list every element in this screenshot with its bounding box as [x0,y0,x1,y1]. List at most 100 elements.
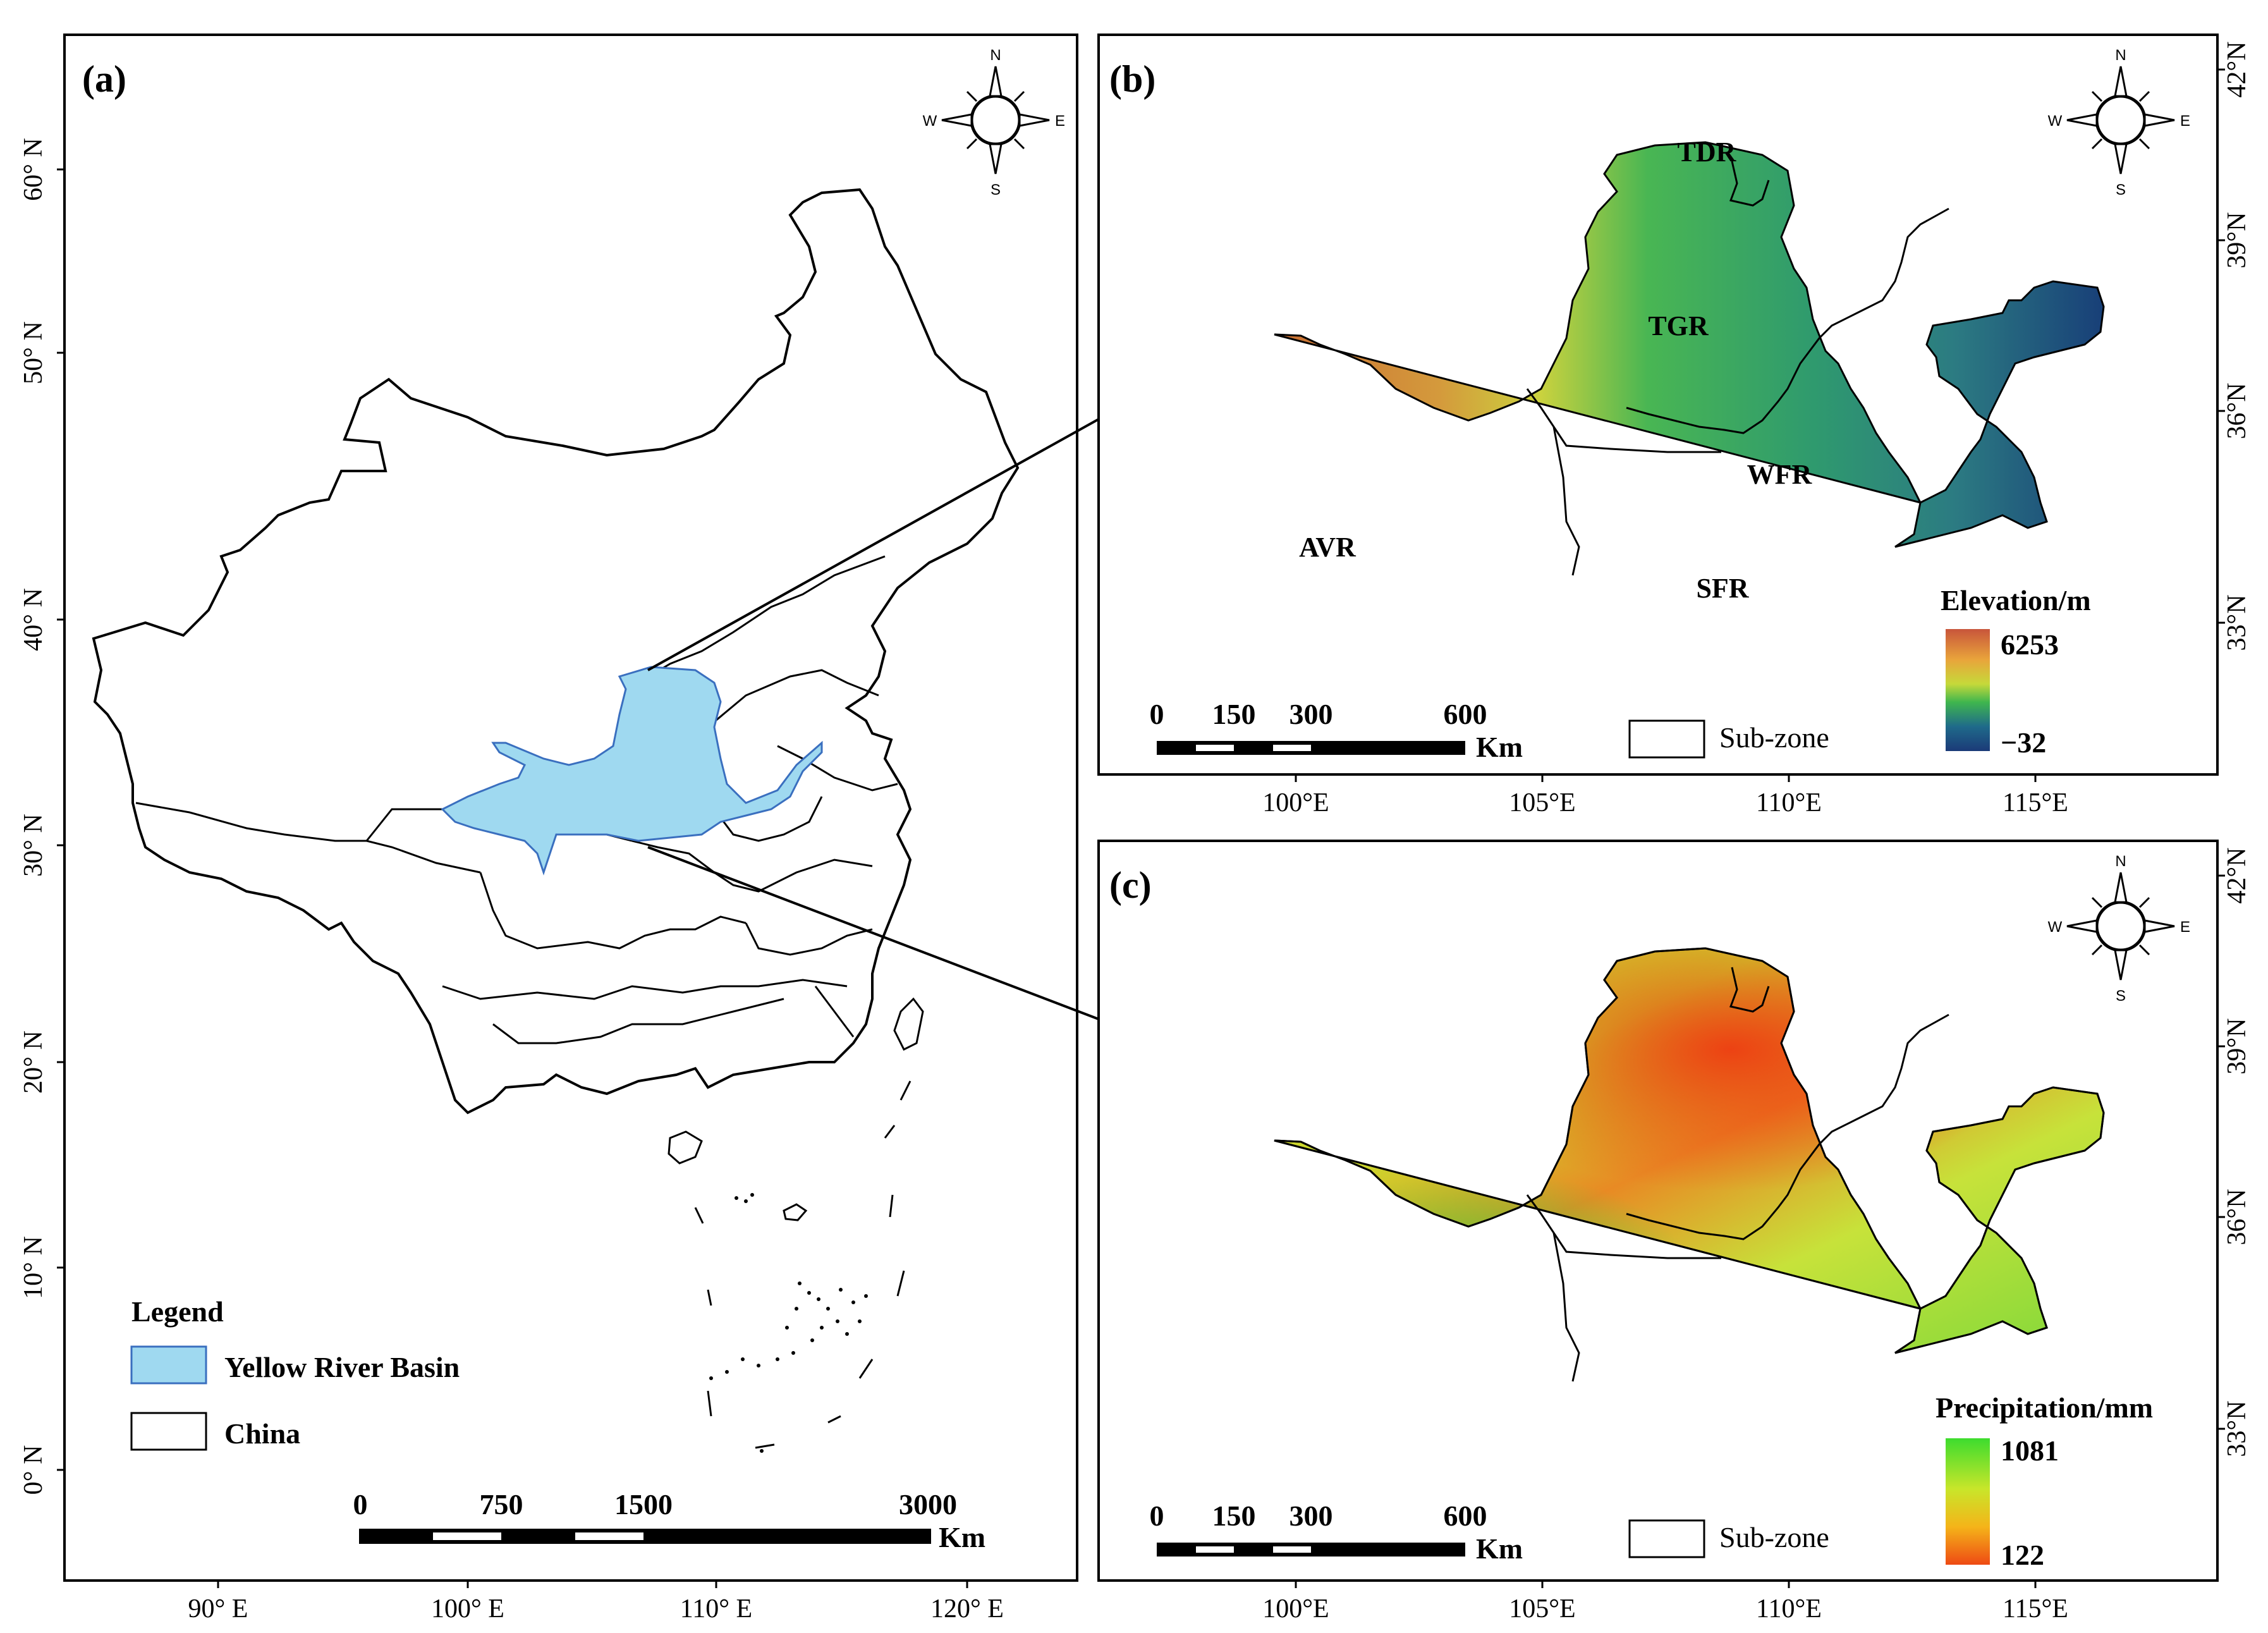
scale-tick: 3000 [899,1488,957,1520]
colorbar-min: 122 [2001,1539,2044,1571]
lon-tick: 100° E [431,1594,504,1624]
scale-tick: 0 [353,1488,368,1520]
lat-tick: 42°N [2222,847,2252,903]
colorbar-min: −32 [2001,726,2046,759]
colorbar-max: 1081 [2001,1434,2059,1467]
region-wfr: WFR [1747,459,1813,490]
scale-unit: Km [1476,731,1523,763]
lat-tick: 0° N [19,1445,48,1495]
scalebar-b: 0 150 300 600 Km [1150,698,1523,763]
colorbar-elevation: Elevation/m 6253 −32 [1941,584,2091,759]
colorbar-gradient [1946,629,1990,751]
panel-b-label: (b) [1109,58,1155,100]
legend-label-basin: Yellow River Basin [224,1351,460,1383]
legend-label-china: China [224,1417,300,1450]
subzone-label: Sub-zone [1719,721,1829,754]
lon-tick: 90° E [188,1594,248,1624]
scale-tick: 150 [1212,1500,1256,1532]
lat-tick: 20° N [19,1031,48,1094]
colorbar-max: 6253 [2001,628,2059,661]
region-tdr: TDR [1678,137,1737,168]
compass-e: E [2180,113,2190,130]
island-dots [709,1193,868,1453]
scale-tick: 150 [1212,698,1256,730]
scale-tick: 1500 [614,1488,673,1520]
lat-tick: 10° N [19,1236,48,1299]
subzone-label: Sub-zone [1719,1521,1829,1553]
lon-tick: 110°E [1756,788,1822,817]
compass-s: S [2116,988,2126,1005]
panel-a-label: (a) [82,58,126,100]
legend-swatch-basin [130,1345,207,1385]
lon-tick: 100°E [1262,1594,1329,1624]
province-borders [135,555,898,1044]
lat-tick: 60° N [19,138,48,201]
lat-tick: 33°N [2222,594,2252,651]
colorbar-title: Precipitation/mm [1936,1391,2153,1424]
panel-b-lat-axis: 42°N 39°N 36°N 33°N [2217,41,2252,651]
subzone-swatch [1628,719,1705,759]
scale-tick: 0 [1150,698,1164,730]
panel-a-lat-axis: 60° N 50° N 40° N 30° N 20° N 10° N 0° N [19,138,64,1495]
lat-tick: 30° N [19,814,48,877]
scale-unit: Km [1476,1532,1523,1565]
subzone-swatch [1628,1519,1705,1558]
lat-tick: 50° N [19,321,48,384]
yellow-river-basin [441,666,823,876]
colorbar-title: Elevation/m [1941,584,2091,616]
compass-s: S [991,181,1001,199]
panel-c-lat-axis: 42°N 39°N 36°N 33°N [2217,847,2252,1457]
colorbar-precipitation: Precipitation/mm 1081 122 [1936,1391,2153,1571]
region-avr: AVR [1299,532,1357,563]
scalebar-c: 0 150 300 600 Km [1150,1500,1523,1565]
compass-a: N S E W [923,47,1065,199]
china-outline [92,188,1020,1115]
panel-c-lon-axis: 100°E 105°E 110°E 115°E [1262,1581,2068,1624]
panel-b-lon-axis: 100°E 105°E 110°E 115°E [1262,774,2068,817]
panel-a-lon-axis: 90° E 100° E 110° E 120° E [188,1581,1004,1624]
scale-tick: 750 [480,1488,523,1520]
scalebar-a: 0 750 1500 3000 Km [353,1488,986,1553]
subzone-borders [1526,967,1949,1382]
lat-tick: 39°N [2222,212,2252,268]
compass-n: N [2115,47,2126,64]
panel-c-label: (c) [1109,864,1152,906]
panel-c: (c) 42°N 39°N 36°N 33°N [1097,840,2252,1624]
compass-e: E [2180,919,2190,936]
legend-title: Legend [131,1295,224,1328]
scale-tick: 0 [1150,1500,1164,1532]
taiwan [893,997,924,1051]
compass-w: W [2048,919,2063,936]
scale-tick: 600 [1444,698,1487,730]
compass-b: N S E W [2048,47,2190,199]
hainan [668,1130,703,1165]
lat-tick: 36°N [2222,382,2252,439]
compass-n: N [2115,853,2126,870]
scale-tick: 300 [1289,698,1333,730]
lon-tick: 115°E [2003,1594,2068,1624]
compass-w: W [923,113,937,130]
lat-tick: 39°N [2222,1018,2252,1074]
scale-unit: Km [939,1521,985,1553]
colorbar-gradient [1946,1438,1990,1565]
lon-tick: 105°E [1509,1594,1575,1624]
lat-tick: 36°N [2222,1189,2252,1245]
compass-c: N S E W [2048,853,2190,1005]
region-sfr: SFR [1696,573,1749,604]
lon-tick: 105°E [1509,788,1575,817]
compass-e: E [1055,113,1065,130]
compass-n: N [990,47,1001,64]
panel-a: (a) 60° N 50° N 40° N 30° N 20° N 10° N … [19,34,1078,1624]
precipitation-map [1273,947,2105,1382]
legend-swatch-china [130,1412,207,1451]
lon-tick: 120° E [930,1594,1004,1624]
panel-b: (b) TDR TGR WFR AVR SFR 42°N 39°N 36 [1097,34,2252,817]
lat-tick: 42°N [2222,41,2252,97]
lat-tick: 33°N [2222,1400,2252,1457]
subzone-borders [1526,161,1949,576]
lon-tick: 115°E [2003,788,2068,817]
lon-tick: 110° E [680,1594,752,1624]
compass-s: S [2116,181,2126,199]
region-tgr: TGR [1648,310,1709,341]
